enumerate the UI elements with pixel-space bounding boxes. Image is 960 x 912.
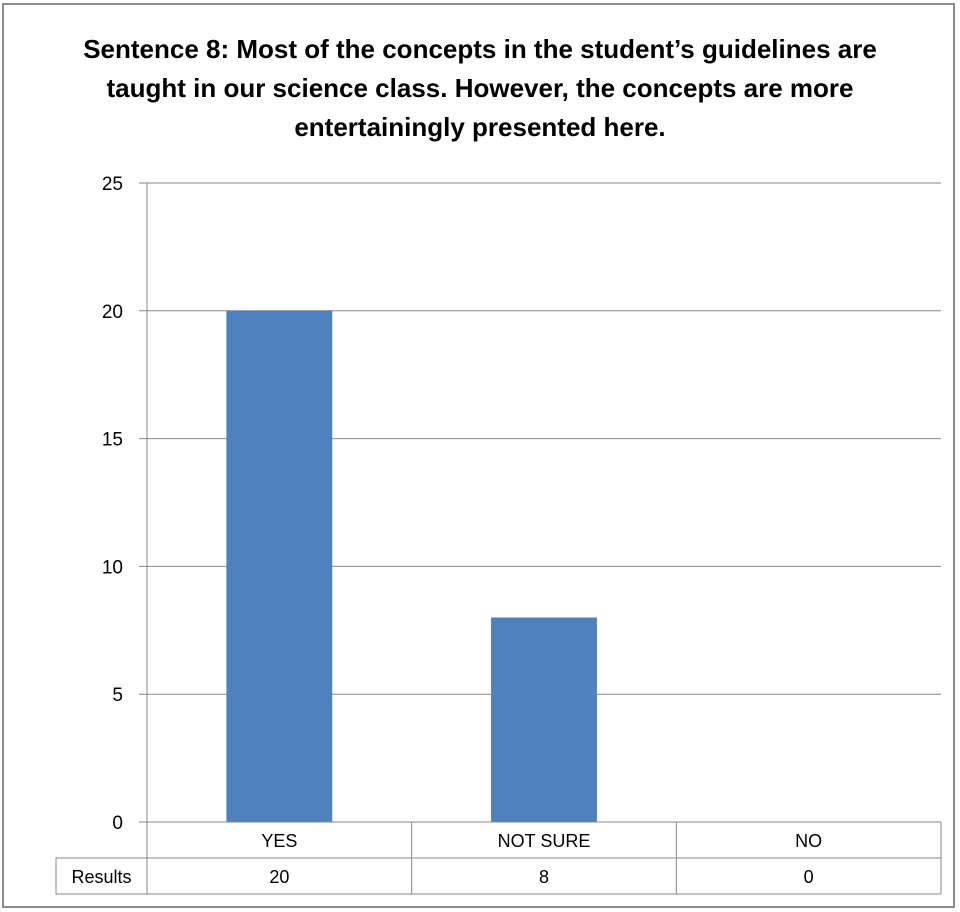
y-tick-label: 0 [112,813,123,834]
data-table-series-label: Results [71,867,131,887]
x-category-label: YES [261,831,297,851]
data-table-value: 8 [539,867,549,887]
bar-not-sure [491,617,597,822]
chart-frame [2,3,955,908]
y-tick-label: 15 [102,430,123,451]
y-tick-label: 5 [112,685,123,706]
chart-title: Sentence 8: Most of the concepts in the … [83,34,877,142]
y-tick-label: 25 [102,174,123,195]
y-tick-label: 10 [102,557,123,578]
x-category-label: NOT SURE [498,831,591,851]
y-tick-label: 20 [102,302,123,323]
data-table-value: 20 [269,867,289,887]
bar-yes [226,310,333,822]
data-table-value: 0 [804,867,814,887]
x-category-label: NO [795,831,822,851]
